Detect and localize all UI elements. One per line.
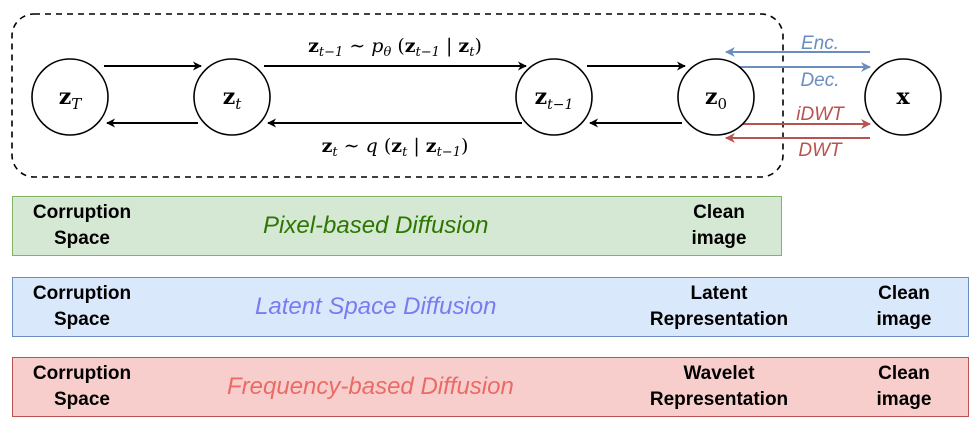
- eq-rev-close: ): [474, 35, 481, 57]
- eq-rev-b: z: [458, 35, 469, 57]
- eq-fwd-rel: ∼: [338, 135, 366, 157]
- frequency-left-label: Corruption Space: [19, 361, 145, 413]
- eq-fwd-bar: |: [407, 135, 425, 157]
- eq-rev-bar: |: [440, 35, 458, 57]
- eq-rev-lhs-sub: t−1: [319, 45, 343, 60]
- pixel-title: Pixel-based Diffusion: [263, 212, 489, 239]
- eq-fwd-a: z: [391, 135, 402, 157]
- frequency-left-line1: Corruption: [32, 363, 132, 384]
- eq-fwd-open: (: [378, 135, 391, 157]
- eq-fwd-fn: q: [366, 135, 378, 157]
- node-zT-main: z: [59, 84, 72, 110]
- eq-rev-fn-sub: θ: [383, 45, 391, 60]
- pixel-left-label: Corruption Space: [19, 200, 145, 252]
- pixel-left-line1: Corruption: [32, 202, 132, 223]
- frequency-right-line1: Clean: [878, 363, 930, 384]
- svg-text:zt−1: zt−1: [535, 84, 574, 113]
- eq-fwd-close: ): [461, 135, 468, 157]
- node-zt-sub: t: [235, 95, 242, 113]
- frequency-mid-line1: Wavelet: [683, 363, 755, 384]
- dec-label: Dec.: [800, 70, 839, 91]
- eq-rev-lhs: z: [308, 35, 319, 57]
- pixel-left-line2: Space: [54, 228, 110, 249]
- eq-rev-a-sub: t−1: [416, 45, 440, 60]
- node-z0: z0: [677, 58, 755, 136]
- eq-fwd-lhs-sub: t: [332, 145, 338, 160]
- node-zt1-sub: t−1: [547, 97, 573, 113]
- forward-equation: zt ∼ q (zt | zt−1): [322, 135, 469, 160]
- frequency-mid-label: Wavelet Representation: [631, 361, 807, 413]
- svg-text:zT: zT: [59, 84, 83, 113]
- frequency-right-label: Clean image: [856, 361, 952, 413]
- node-zt-main: z: [223, 84, 236, 110]
- pixel-right-line2: image: [691, 228, 747, 249]
- eq-fwd-a-sub: t: [402, 145, 408, 160]
- node-zT-sub: T: [71, 95, 82, 113]
- node-zt-minus-1: zt−1: [515, 58, 593, 136]
- latent-left-line1: Corruption: [32, 283, 132, 304]
- node-x-main: x: [896, 84, 910, 110]
- node-z0-sub: 0: [717, 95, 727, 113]
- frequency-mid-line2: Representation: [649, 389, 789, 410]
- eq-fwd-b: z: [426, 135, 437, 157]
- dwt-label: DWT: [798, 140, 843, 161]
- latent-left-line2: Space: [54, 309, 110, 330]
- node-zt1-main: z: [535, 84, 548, 110]
- latent-left-label: Corruption Space: [19, 281, 145, 333]
- svg-text:z0: z0: [705, 84, 727, 113]
- node-z0-main: z: [705, 84, 718, 110]
- eq-fwd-b-sub: t−1: [437, 145, 461, 160]
- eq-rev-b-sub: t: [469, 45, 475, 60]
- node-zT: zT: [31, 58, 109, 136]
- node-x: x: [864, 58, 942, 136]
- svg-text:x: x: [896, 84, 910, 110]
- latent-diffusion-row: Corruption Space Latent Space Diffusion …: [12, 277, 969, 337]
- latent-right-label: Clean image: [856, 281, 952, 333]
- eq-fwd-lhs: z: [322, 135, 333, 157]
- latent-right-line1: Clean: [878, 283, 930, 304]
- eq-rev-fn: p: [371, 35, 383, 57]
- latent-right-line2: image: [876, 309, 932, 330]
- frequency-left-line2: Space: [54, 389, 110, 410]
- enc-label: Enc.: [801, 33, 839, 54]
- reverse-equation: zt−1 ∼ pθ (zt−1 | zt): [308, 35, 482, 60]
- pixel-right-line1: Clean: [693, 202, 745, 223]
- eq-rev-rel: ∼: [343, 35, 371, 57]
- frequency-right-line2: image: [876, 389, 932, 410]
- svg-text:zt: zt: [223, 84, 243, 113]
- pixel-diffusion-row: Corruption Space Pixel-based Diffusion C…: [12, 196, 782, 256]
- eq-rev-open: (: [391, 35, 404, 57]
- latent-mid-line2: Representation: [649, 309, 789, 330]
- process-boundary: [11, 13, 784, 178]
- frequency-diffusion-row: Corruption Space Frequency-based Diffusi…: [12, 357, 969, 417]
- latent-mid-label: Latent Representation: [631, 281, 807, 333]
- pixel-right-label: Clean image: [671, 200, 767, 252]
- idwt-label: iDWT: [796, 104, 845, 125]
- node-zt: zt: [193, 58, 271, 136]
- latent-title: Latent Space Diffusion: [255, 293, 497, 320]
- eq-rev-a: z: [405, 35, 416, 57]
- latent-mid-line1: Latent: [690, 283, 748, 304]
- frequency-title: Frequency-based Diffusion: [227, 373, 514, 400]
- diffusion-process-diagram: zT zt zt−1 z0 x zt−1 ∼ pθ (zt−1 | zt) zt…: [11, 13, 942, 178]
